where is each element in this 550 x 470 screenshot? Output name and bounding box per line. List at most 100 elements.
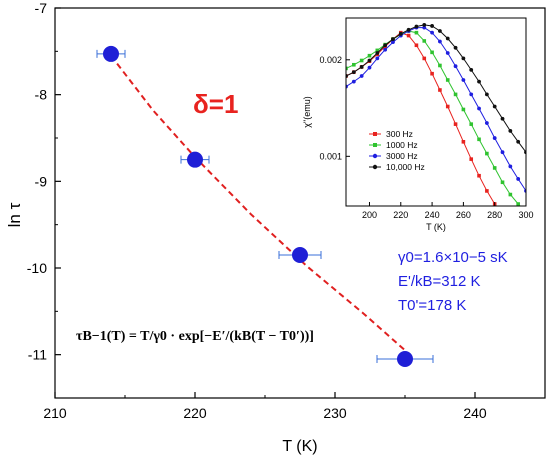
inset-x-axis-label: T (K) <box>426 222 446 232</box>
inset-data-point <box>453 64 458 69</box>
inset-data-point <box>430 24 434 28</box>
inset-y-axis-label: χ"(emu) <box>302 96 312 127</box>
inset-series <box>346 22 526 206</box>
legend-marker <box>372 164 378 170</box>
inset-x-tick-label: 260 <box>456 210 471 220</box>
inset-data-point <box>477 106 481 111</box>
main-x-tick-label: 220 <box>183 405 207 421</box>
inset-x-tick-label: 240 <box>425 210 440 220</box>
parameter-block: γ0=1.6×10−5 sK E'/kB=312 K T0'=178 K <box>398 249 508 314</box>
formula-block: τB−1(T) = T/γ0 · exp[−E′/(kB(T − T0′))] <box>76 329 314 344</box>
inset-data-point <box>477 79 481 84</box>
legend-label: 1000 Hz <box>386 140 418 150</box>
inset-data-point <box>422 39 427 43</box>
inset-x-tick-label: 300 <box>518 210 533 220</box>
inset-data-point <box>438 39 442 44</box>
inset-data-point <box>359 74 364 78</box>
inset-y-tick-labels: 0.001 0.002 <box>319 55 342 162</box>
inset-data-point <box>406 27 411 32</box>
inset-data-point <box>500 180 505 185</box>
inset-data-point <box>461 56 466 61</box>
inset-data-point <box>453 45 458 50</box>
inset-data-point <box>461 139 466 144</box>
inset-axis-ticks <box>346 59 527 206</box>
inset-data-point <box>508 192 513 197</box>
inset-data-point <box>438 63 442 68</box>
inset-data-point <box>508 164 513 169</box>
inset-data-point <box>383 43 388 48</box>
inset-data-point <box>398 31 403 36</box>
inset-data-point <box>453 92 458 97</box>
inset-x-tick-labels: 200 220 240 260 280 300 <box>362 210 534 220</box>
data-point <box>187 151 203 168</box>
inset-data-point <box>438 29 442 33</box>
inset-data-point <box>508 129 513 133</box>
legend-label: 300 Hz <box>386 129 413 139</box>
inset-data-point <box>422 56 427 61</box>
inset-data-point <box>375 56 380 61</box>
inset-data-point <box>469 92 474 97</box>
inset-x-tick-label: 200 <box>362 210 377 220</box>
inset-data-point <box>445 78 450 82</box>
inset-data-point <box>469 122 474 126</box>
param-e-over-kb: E'/kB=312 K <box>398 273 481 290</box>
delta-annotation: δ=1 <box>193 89 238 119</box>
main-y-tick-label: -9 <box>35 173 48 189</box>
formula-text: τB−1(T) = T/γ0 · exp[−E′/(kB(T − T0′))] <box>76 329 314 344</box>
inset-x-tick-label: 280 <box>487 210 502 220</box>
inset-data-point <box>430 50 434 55</box>
legend-label: 3000 Hz <box>386 151 418 161</box>
inset-y-tick-label: 0.001 <box>319 151 342 161</box>
inset-data-point <box>359 58 364 63</box>
main-y-tick-label: -11 <box>28 347 47 363</box>
inset-data-point <box>422 25 427 30</box>
inset-data-point <box>477 173 481 178</box>
inset-data-point <box>346 66 348 71</box>
main-axis-ticks <box>54 7 476 398</box>
main-x-tick-label: 230 <box>323 405 347 421</box>
inset-data-point <box>477 137 481 142</box>
inset-data-point <box>351 70 356 75</box>
inset-plot-frame <box>345 17 527 207</box>
inset-data-point <box>367 53 372 58</box>
main-x-axis-label: T (K) <box>282 438 317 455</box>
param-t0: T0'=178 K <box>398 297 466 314</box>
main-y-tick-label: -8 <box>35 87 48 103</box>
inset-data-point <box>500 150 505 155</box>
main-y-tick-labels: -7 -8 -9 -10 -11 <box>27 0 47 363</box>
inset-data-point <box>445 36 450 41</box>
inset-series-line <box>346 27 526 192</box>
data-point <box>292 247 308 263</box>
inset-data-point <box>359 65 364 69</box>
main-y-axis-label: ln τ <box>5 202 24 227</box>
inset-data-point <box>516 202 520 206</box>
main-x-tick-label: 240 <box>463 405 487 421</box>
inset-data-point <box>367 65 372 70</box>
inset-data-point <box>352 62 356 67</box>
inset-data-point <box>445 104 450 109</box>
inset-data-point <box>500 116 505 121</box>
inset-y-tick-label: 0.002 <box>319 55 342 65</box>
fit-curve-line <box>110 55 406 352</box>
main-x-tick-labels: 210 220 230 240 <box>43 405 487 421</box>
inset-data-point <box>430 30 434 35</box>
inset-data-point <box>485 151 489 156</box>
inset-data-point <box>391 37 395 42</box>
main-plot-frame <box>54 7 546 399</box>
data-point <box>103 45 119 62</box>
inset-data-point <box>485 189 489 193</box>
inset-data-point <box>516 177 521 181</box>
inset-data-point <box>516 139 521 144</box>
inset-data-point <box>406 33 411 38</box>
main-y-tick-label: -7 <box>35 0 48 16</box>
inset-data-point <box>484 121 489 125</box>
main-x-tick-label: 210 <box>43 405 67 421</box>
main-fit-curve <box>110 55 406 352</box>
inset-data-point <box>453 122 458 126</box>
legend-marker <box>373 143 377 147</box>
inset-data-point <box>484 92 489 97</box>
inset-data-point <box>375 51 380 55</box>
